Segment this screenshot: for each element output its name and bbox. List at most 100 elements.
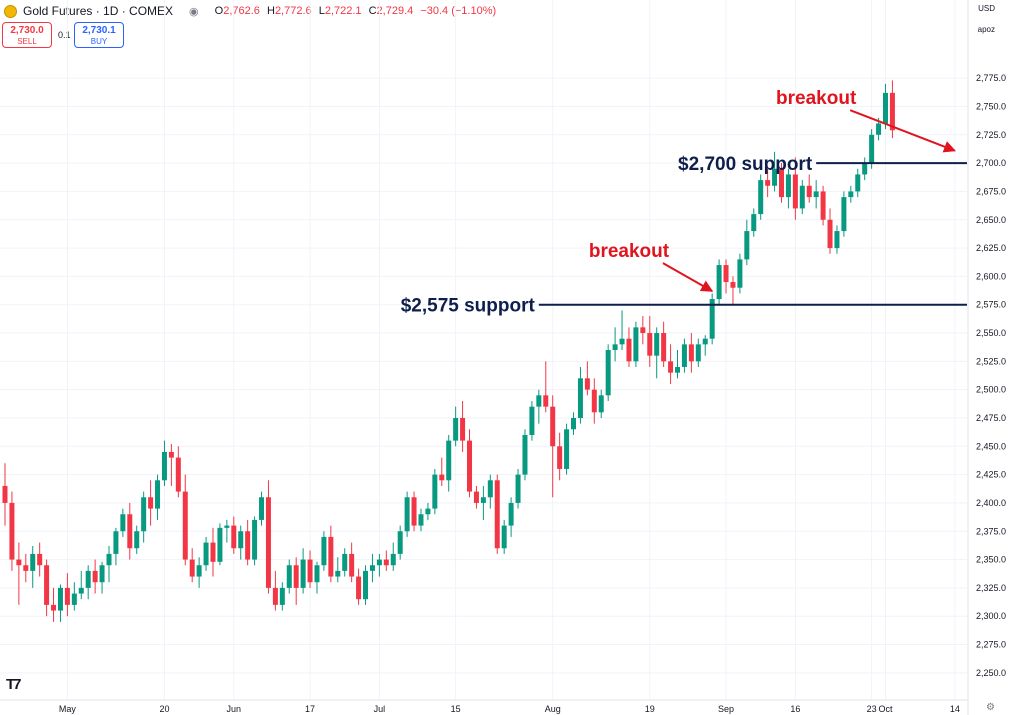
- candle-up: [772, 168, 778, 186]
- high-label: H: [266, 5, 275, 17]
- candle-down: [64, 587, 70, 605]
- y-tick-label: 2,325.0: [976, 583, 1006, 593]
- candle-down: [127, 514, 133, 549]
- candle-up: [203, 542, 209, 566]
- candle-down: [550, 406, 556, 447]
- candle-up: [501, 525, 507, 549]
- candle-up: [737, 259, 743, 288]
- visibility-icon[interactable]: ◉: [189, 5, 199, 18]
- y-tick-label: 2,625.0: [976, 243, 1006, 253]
- candle-down: [778, 168, 784, 198]
- x-tick-label: 19: [645, 704, 655, 714]
- candle-up: [515, 474, 521, 503]
- candle-up: [224, 525, 230, 528]
- candle-up: [321, 536, 327, 566]
- scale-mode[interactable]: apoz: [977, 25, 995, 34]
- symbol-title[interactable]: Gold Futures · 1D · COMEX: [23, 4, 174, 18]
- candle-up: [57, 587, 63, 611]
- high-value: 2,772.6: [274, 5, 312, 17]
- candle-down: [723, 265, 729, 283]
- candle-up: [751, 214, 757, 232]
- candle-down: [168, 451, 174, 458]
- sell-price: 2,730.0: [10, 25, 44, 36]
- y-tick-label: 2,750.0: [976, 101, 1006, 111]
- candle-up: [252, 519, 258, 560]
- candle-down: [557, 446, 563, 469]
- candle-down: [16, 559, 22, 566]
- candle-up: [286, 565, 292, 588]
- candle-down: [889, 92, 895, 131]
- candle-up: [120, 514, 126, 532]
- candle-up: [453, 417, 459, 441]
- currency-selector[interactable]: USD: [978, 4, 995, 13]
- chart-header: Gold Futures · 1D · COMEX ◉ O2,762.6 H2,…: [4, 2, 500, 20]
- support-label: $2,700 support: [678, 154, 813, 175]
- candle-up: [141, 497, 147, 532]
- candle-up: [196, 565, 202, 577]
- x-tick-label: 14: [950, 704, 960, 714]
- candle-down: [356, 576, 362, 600]
- candle-up: [446, 440, 452, 481]
- x-tick-label: Jun: [227, 704, 242, 714]
- candle-up: [862, 163, 868, 175]
- y-tick-label: 2,250.0: [976, 668, 1006, 678]
- buy-price: 2,730.1: [82, 25, 116, 36]
- y-tick-label: 2,575.0: [976, 300, 1006, 310]
- candle-up: [564, 429, 570, 469]
- low-value: 2,722.1: [324, 5, 362, 17]
- candle-up: [709, 299, 715, 339]
- candle-up: [369, 565, 375, 571]
- candle-down: [182, 491, 188, 560]
- candle-up: [855, 174, 861, 192]
- y-tick-label: 2,675.0: [976, 186, 1006, 196]
- candle-down: [44, 565, 50, 605]
- y-tick-label: 2,700.0: [976, 158, 1006, 168]
- y-tick-label: 2,650.0: [976, 215, 1006, 225]
- candle-down: [591, 389, 597, 413]
- y-tick-label: 2,600.0: [976, 271, 1006, 281]
- x-tick-label: 16: [790, 704, 800, 714]
- candle-up: [161, 451, 167, 481]
- x-tick-label: Sep: [718, 704, 734, 714]
- close-value: 2,729.4: [376, 5, 414, 17]
- candle-up: [217, 527, 223, 562]
- buy-button[interactable]: 2,730.1 BUY: [74, 22, 124, 48]
- candle-down: [328, 536, 334, 577]
- sell-button[interactable]: 2,730.0 SELL: [2, 22, 52, 48]
- candle-down: [383, 559, 389, 566]
- candle-up: [376, 559, 382, 566]
- breakout-arrow: [662, 262, 714, 292]
- candle-down: [23, 565, 29, 571]
- candle-up: [702, 338, 708, 345]
- candle-up: [522, 434, 528, 475]
- candle-up: [238, 531, 244, 549]
- candle-up: [633, 327, 639, 362]
- candle-up: [876, 123, 882, 135]
- candle-up: [536, 395, 542, 407]
- breakout-annotation: breakout: [589, 241, 670, 262]
- candle-down: [661, 333, 667, 362]
- candle-up: [508, 502, 514, 526]
- candle-up: [571, 417, 577, 430]
- candle-up: [654, 333, 660, 356]
- buy-label: BUY: [90, 37, 108, 46]
- candle-down: [9, 502, 15, 560]
- candle-down: [543, 395, 549, 407]
- candle-down: [467, 440, 473, 492]
- sell-label: SELL: [17, 37, 37, 46]
- candle-up: [612, 344, 618, 351]
- candle-down: [494, 480, 500, 549]
- candle-down: [265, 497, 271, 588]
- open-value: 2,762.6: [223, 5, 260, 17]
- candle-down: [460, 417, 466, 441]
- x-tick-label: Aug: [545, 704, 561, 714]
- open-label: O: [214, 5, 224, 17]
- candle-down: [584, 378, 590, 390]
- candle-up: [848, 191, 854, 198]
- candle-up: [404, 497, 410, 532]
- settings-icon[interactable]: ⚙: [986, 702, 995, 713]
- tradingview-logo: T7: [6, 676, 21, 693]
- candle-up: [335, 570, 341, 577]
- candle-down: [92, 570, 98, 583]
